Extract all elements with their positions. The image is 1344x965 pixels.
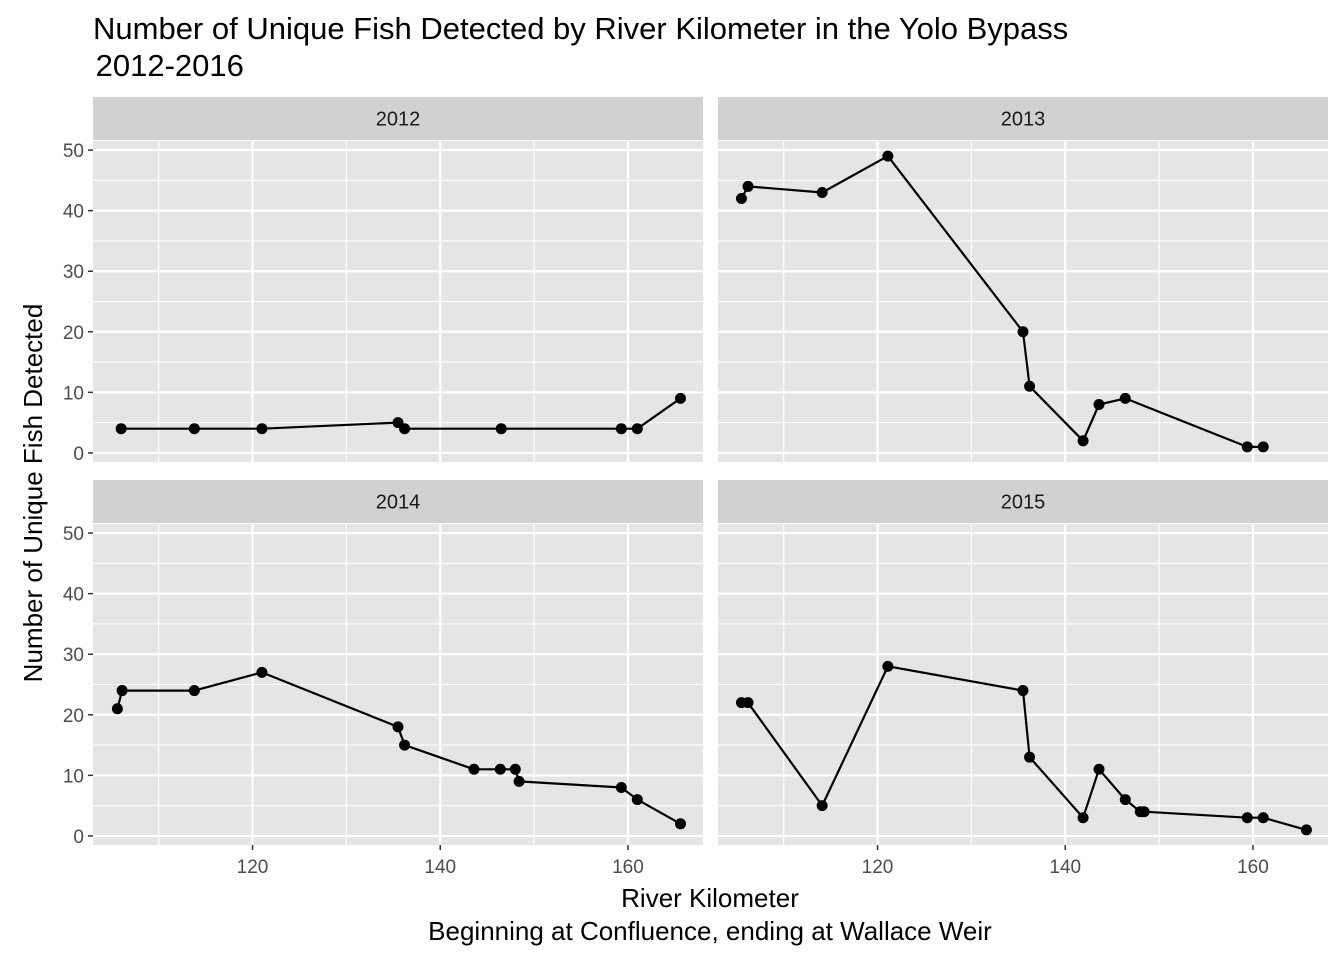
y-tick-label: 50 xyxy=(63,524,84,545)
facet-panel-2012: 2012 0 10 20 30 40 50 xyxy=(63,97,703,465)
y-tick-label: 20 xyxy=(63,706,84,727)
data-point xyxy=(1024,380,1036,392)
chart-title: Number of Unique Fish Detected by River … xyxy=(93,11,1068,46)
data-point xyxy=(615,781,627,793)
y-tick-label: 30 xyxy=(63,262,84,283)
y-tick-label: 20 xyxy=(63,323,84,344)
data-point xyxy=(1241,812,1253,824)
facet-strip-label: 2014 xyxy=(376,492,421,514)
y-tick-label: 50 xyxy=(63,141,84,162)
data-point xyxy=(468,763,480,775)
facet-panel-2013: 2013 xyxy=(718,97,1328,462)
data-point xyxy=(742,697,754,709)
data-point xyxy=(674,818,686,830)
data-point xyxy=(392,721,404,733)
y-tick-label: 40 xyxy=(63,202,84,223)
facet-panels: 2012 0 10 20 30 40 50 2013 2014 0 10 20 30 40 50 120 140… xyxy=(63,97,1328,878)
data-point xyxy=(115,423,127,435)
data-point xyxy=(1093,763,1105,775)
data-point xyxy=(674,392,686,404)
data-point xyxy=(1119,392,1131,404)
y-tick-label: 40 xyxy=(63,585,84,606)
x-tick-label: 160 xyxy=(1237,857,1269,878)
data-point xyxy=(882,150,894,162)
facet-strip xyxy=(718,480,1328,523)
data-point xyxy=(1077,435,1089,447)
data-point xyxy=(1257,812,1269,824)
data-point xyxy=(1138,806,1150,818)
x-tick-label: 140 xyxy=(424,857,456,878)
data-point xyxy=(1017,326,1029,338)
data-point xyxy=(816,800,828,812)
data-point xyxy=(1017,685,1029,697)
data-point xyxy=(615,423,627,435)
data-point xyxy=(1119,794,1131,806)
x-axis-label: River Kilometer xyxy=(621,883,799,913)
facet-panel-2014: 2014 0 10 20 30 40 50 120 140 160 xyxy=(63,480,703,878)
data-point xyxy=(1257,441,1269,453)
data-point xyxy=(256,423,268,435)
y-tick-label: 10 xyxy=(63,383,84,404)
data-point xyxy=(256,666,268,678)
data-point xyxy=(399,739,411,751)
data-point xyxy=(188,685,200,697)
facet-strip-label: 2012 xyxy=(376,109,421,131)
chart-subtitle: 2012-2016 xyxy=(87,48,244,83)
x-tick-label: 120 xyxy=(237,857,269,878)
data-point xyxy=(1241,441,1253,453)
x-axis-sublabel: Beginning at Confluence, ending at Walla… xyxy=(428,916,992,946)
y-tick-label: 30 xyxy=(63,645,84,666)
y-tick-label: 0 xyxy=(73,444,84,465)
data-point xyxy=(1093,398,1105,410)
y-tick-label: 0 xyxy=(73,827,84,848)
facet-panel-2015: 2015 120 140 160 xyxy=(718,480,1328,878)
data-point xyxy=(735,193,747,205)
facet-strip-label: 2013 xyxy=(1001,109,1046,131)
facet-strip xyxy=(93,480,703,523)
y-axis-label: Number of Unique Fish Detected xyxy=(18,304,48,683)
data-point xyxy=(816,186,828,198)
x-tick-label: 120 xyxy=(862,857,894,878)
data-point xyxy=(116,685,128,697)
series-line-2015 xyxy=(741,665,1307,831)
x-tick-label: 140 xyxy=(1049,857,1081,878)
data-point xyxy=(1077,812,1089,824)
data-point xyxy=(513,775,525,787)
data-point xyxy=(631,423,643,435)
data-point xyxy=(188,423,200,435)
y-tick-label: 10 xyxy=(63,766,84,787)
facet-strip-label: 2015 xyxy=(1001,492,1046,514)
data-point xyxy=(1024,751,1036,763)
facet-strip xyxy=(718,97,1328,140)
data-point xyxy=(111,703,123,715)
data-point xyxy=(882,660,894,672)
x-tick-label: 160 xyxy=(612,857,644,878)
data-point xyxy=(494,763,506,775)
data-point xyxy=(631,794,643,806)
data-point xyxy=(742,180,754,192)
facet-strip xyxy=(93,97,703,140)
data-point xyxy=(399,423,411,435)
data-point xyxy=(509,763,521,775)
data-point xyxy=(1300,824,1312,836)
data-point xyxy=(495,423,507,435)
